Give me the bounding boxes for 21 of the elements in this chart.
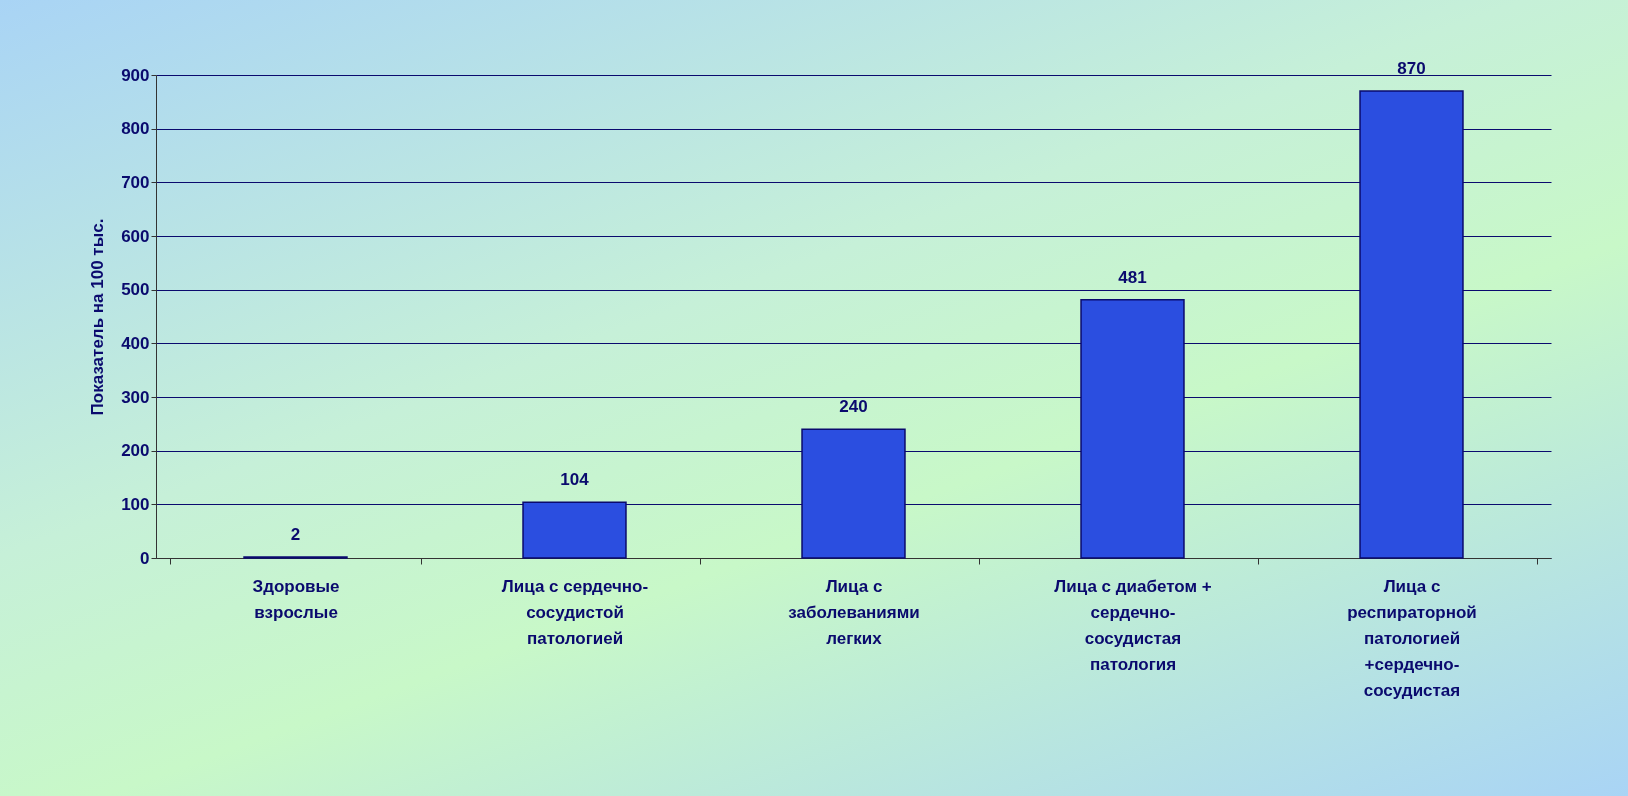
x-tick-label: Лица с диабетом + сердечно-сосудистая патология <box>1054 576 1212 674</box>
x-tick-label: Лица с сердечно-сосудистой патологией <box>501 576 649 648</box>
x-tick-label: Лица с заболеваниями легких <box>788 576 920 648</box>
y-axis-title: Показатель на 100 тыс. <box>88 218 108 416</box>
data-label: 240 <box>839 397 868 417</box>
data-label: 2 <box>290 524 301 544</box>
y-tick-label: 0 <box>140 548 150 568</box>
y-tick-label: 800 <box>121 119 150 139</box>
y-tick-label: 400 <box>121 333 150 353</box>
data-label: 870 <box>1397 59 1426 79</box>
data-label: 481 <box>1118 267 1147 287</box>
x-tick-label: Здоровые взрослые <box>252 576 340 622</box>
y-tick-label: 600 <box>121 226 150 246</box>
data-label: 104 <box>560 470 590 490</box>
y-tick-label: 700 <box>121 172 150 192</box>
y-tick-label: 500 <box>121 280 150 300</box>
x-tick-label: Лица с респираторной патологией +сердечно-сосудистая <box>1347 576 1477 700</box>
y-tick-label: 200 <box>121 441 150 461</box>
y-tick-label: 100 <box>121 494 150 514</box>
y-tick-label: 300 <box>121 387 150 407</box>
y-tick-label: 900 <box>121 65 150 85</box>
